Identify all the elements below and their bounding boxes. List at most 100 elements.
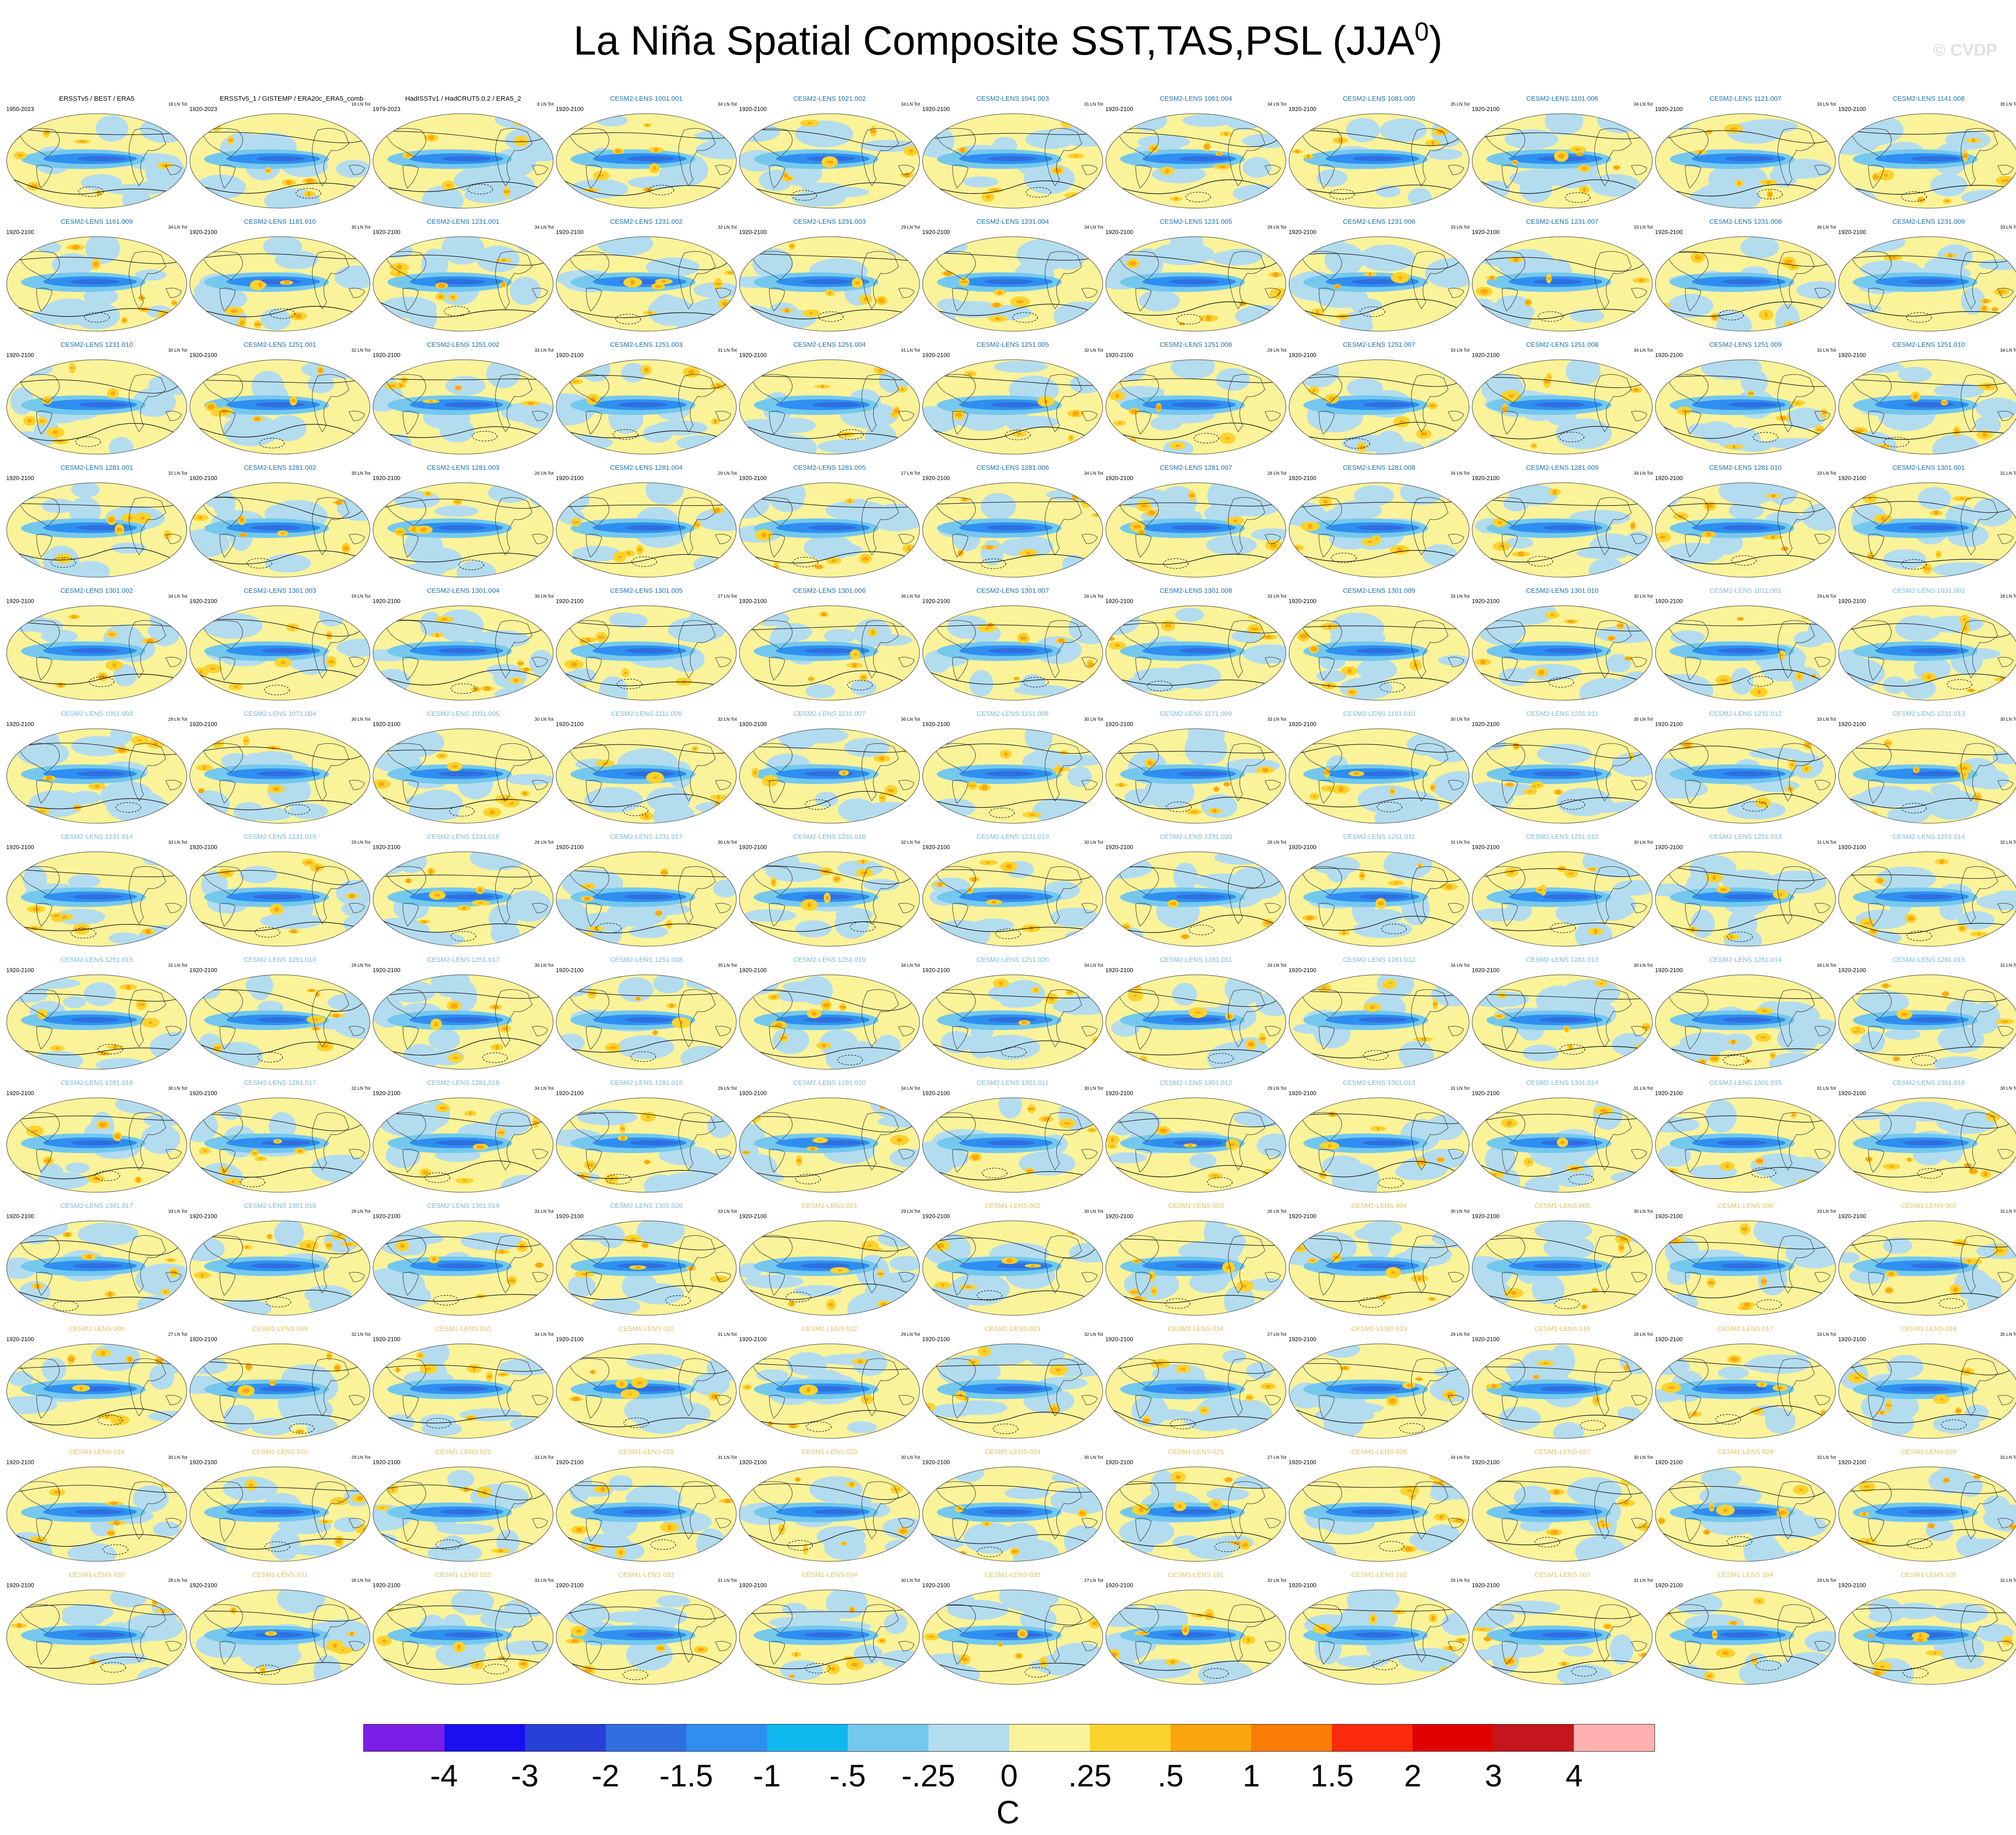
panel-dataset-name: CESM2-LENS 1231.011 [1526, 710, 1598, 718]
panel-period: 1920-2100 [922, 1213, 950, 1219]
map-panel: CESM2-LENS 1301.020 1920-2100 33 LN Tot [555, 1196, 738, 1318]
composite-map [1655, 974, 1836, 1070]
panel-dataset-name: CESM1-LENS 104 [1717, 1571, 1774, 1579]
panel-event-count: 30 LN Tot [1634, 963, 1653, 968]
composite-map [1289, 359, 1470, 455]
panel-period: 1920-2100 [556, 967, 584, 973]
map-panel: HadISSTv1 / HadCRUT5.0.2 / ERA5_2 1979-20… [372, 89, 554, 210]
composite-map [6, 974, 187, 1070]
panel-dataset-name: CESM2-LENS 1251.010 [1892, 341, 1965, 349]
composite-map [739, 1220, 920, 1316]
panel-event-count: 34 LN Tot [1450, 471, 1470, 476]
panel-period: 1920-2100 [1838, 1459, 1866, 1466]
panel-dataset-name: CESM2-LENS 1231.018 [793, 833, 866, 841]
map-panel: ERSSTv5_1 / GISTEMP / ERA20c_ERA5_comb 19… [189, 89, 371, 210]
map-panel: CESM2-LENS 1301.005 1920-2100 27 LN Tot [555, 581, 738, 702]
panel-period: 1920-2100 [922, 1090, 950, 1096]
map-panel: CESM2-LENS 1281.018 1920-2100 34 LN Tot [372, 1073, 554, 1195]
panel-period: 1920-2100 [1838, 967, 1866, 973]
composite-map [739, 236, 920, 332]
panel-period: 1920-2100 [6, 229, 34, 235]
panel-dataset-name: CESM2-LENS 1251.014 [1892, 833, 1965, 841]
map-panel: CESM1-LENS 027 1920-2100 30 LN Tot [1471, 1442, 1654, 1564]
composite-map [556, 1343, 737, 1439]
map-panel: CESM2-LENS 1001.001 1920-2100 34 LN Tot [555, 89, 738, 210]
colorbar-labels: -4 -3 -2 -1.5 -1 -.5 -.25 0 .25 .5 1 1.5 2 3 4 [363, 1758, 1655, 1794]
map-panel: CESM1-LENS 026 1920-2100 34 LN Tot [1288, 1442, 1470, 1564]
panel-dataset-name: CESM2-LENS 1051.003 [60, 710, 133, 718]
composite-map [556, 359, 737, 455]
panel-period: 1920-2100 [556, 475, 584, 481]
panel-event-count: 34 LN Tot [1450, 1455, 1470, 1460]
composite-map [1655, 1220, 1836, 1316]
panel-period: 1920-2100 [1289, 1090, 1317, 1096]
composite-map [1472, 851, 1653, 947]
panel-dataset-name: CESM2-LENS 1091.005 [427, 710, 500, 718]
panel-event-count: 28 LN Tot [1450, 1578, 1470, 1583]
map-panel: CESM2-LENS 1281.012 1920-2100 34 LN Tot [1288, 950, 1470, 1071]
panel-period: 1920-2100 [1655, 1213, 1683, 1219]
map-panel: CESM2-LENS 1301.016 1920-2100 30 LN Tot [1837, 1073, 2016, 1195]
panel-period: 1920-2100 [1838, 1582, 1866, 1589]
colorbar-swatch [686, 1724, 767, 1751]
panel-dataset-name: CESM2-LENS 1021.002 [793, 95, 866, 103]
composite-map [189, 236, 370, 332]
composite-map [1289, 113, 1470, 209]
panel-period: 1920-2100 [373, 598, 401, 604]
panel-period: 1920-2100 [189, 1336, 218, 1342]
composite-map [556, 728, 737, 824]
composite-map [922, 974, 1103, 1070]
map-panel: CESM2-LENS 1251.005 1920-2100 32 LN Tot [921, 335, 1104, 456]
panel-event-count: 30 LN Tot [2000, 717, 2016, 722]
map-panel: CESM2-LENS 1281.014 1920-2100 34 LN Tot [1654, 950, 1837, 1071]
panel-period: 1920-2100 [556, 229, 584, 235]
map-panel: CESM1-LENS 016 1920-2100 28 LN Tot [1471, 1319, 1654, 1441]
map-panel: CESM2-LENS 1281.008 1920-2100 34 LN Tot [1288, 458, 1470, 579]
map-panel: CESM1-LENS 024 1920-2100 30 LN Tot [921, 1442, 1104, 1564]
panel-dataset-name: CESM2-LENS 1281.015 [1892, 956, 1965, 964]
map-panel: CESM1-LENS 009 1920-2100 32 LN Tot [189, 1319, 371, 1441]
map-panel: CESM2-LENS 1281.013 1920-2100 30 LN Tot [1471, 950, 1654, 1071]
composite-map [189, 482, 370, 578]
map-panel: CESM2-LENS 1281.010 1920-2100 33 LN Tot [1654, 458, 1837, 579]
panel-period: 1920-2100 [1838, 598, 1866, 604]
panel-dataset-name: CESM2-LENS 1111.006 [611, 710, 682, 718]
map-panel: CESM2-LENS 1281.006 1920-2100 34 LN Tot [921, 458, 1104, 579]
map-panel: CESM1-LENS 003 1920-2100 26 LN Tot [1104, 1196, 1287, 1318]
map-panel: CESM1-LENS 033 1920-2100 31 LN Tot [555, 1565, 738, 1687]
panel-period: 1920-2100 [1289, 475, 1317, 481]
composite-map [739, 113, 920, 209]
panel-period: 1920-2100 [6, 1336, 34, 1342]
panel-dataset-name: CESM2-LENS 1251.019 [793, 956, 866, 964]
map-panel: CESM2-LENS 1101.006 1920-2100 34 LN Tot [1471, 89, 1654, 210]
panel-event-count: 33 LN Tot [1817, 471, 1836, 476]
panel-event-count: 30 LN Tot [168, 1086, 187, 1091]
panel-event-count: 28 LN Tot [1267, 225, 1286, 230]
map-panel: CESM2-LENS 1281.019 1920-2100 29 LN Tot [555, 1073, 738, 1195]
panel-dataset-name: CESM2-LENS 1281.005 [793, 464, 866, 472]
panel-period: 1920-2100 [6, 1582, 34, 1589]
panel-event-count: 33 LN Tot [534, 1209, 554, 1214]
panel-period: 1920-2100 [1105, 1213, 1133, 1219]
panel-dataset-name: CESM2-LENS 1301.003 [243, 587, 316, 595]
panel-dataset-name: CESM2-LENS 1301.018 [243, 1202, 316, 1210]
title-superscript: 0 [1414, 17, 1429, 46]
panel-dataset-name: CESM2-LENS 1281.009 [1526, 464, 1599, 472]
panel-dataset-name: CESM2-LENS 1231.006 [1343, 218, 1416, 226]
map-panel: CESM2-LENS 1231.017 1920-2100 30 LN Tot [555, 827, 738, 948]
map-panel: CESM2-LENS 1091.005 1920-2100 30 LN Tot [372, 704, 554, 825]
map-panel: CESM1-LENS 102 1920-2100 28 LN Tot [1288, 1565, 1470, 1687]
map-panel: CESM2-LENS 1231.004 1920-2100 34 LN Tot [921, 212, 1104, 333]
map-panel: CESM2-LENS 1231.002 1920-2100 32 LN Tot [555, 212, 738, 333]
panel-event-count: 32 LN Tot [168, 471, 187, 476]
map-panel: CESM2-LENS 1251.020 1920-2100 34 LN Tot [921, 950, 1104, 1071]
composite-map [1472, 236, 1653, 332]
composite-map [922, 1220, 1103, 1316]
panel-event-count: 27 LN Tot [168, 1332, 187, 1337]
panel-dataset-name: CESM2-LENS 1301.008 [1159, 587, 1232, 595]
panel-event-count: 33 LN Tot [1450, 348, 1470, 353]
composite-map [373, 236, 554, 332]
map-panel: CESM2-LENS 1231.010 1920-2100 30 LN Tot [5, 335, 188, 456]
panel-period: 1920-2100 [373, 1213, 401, 1219]
title-close: ) [1429, 18, 1443, 64]
